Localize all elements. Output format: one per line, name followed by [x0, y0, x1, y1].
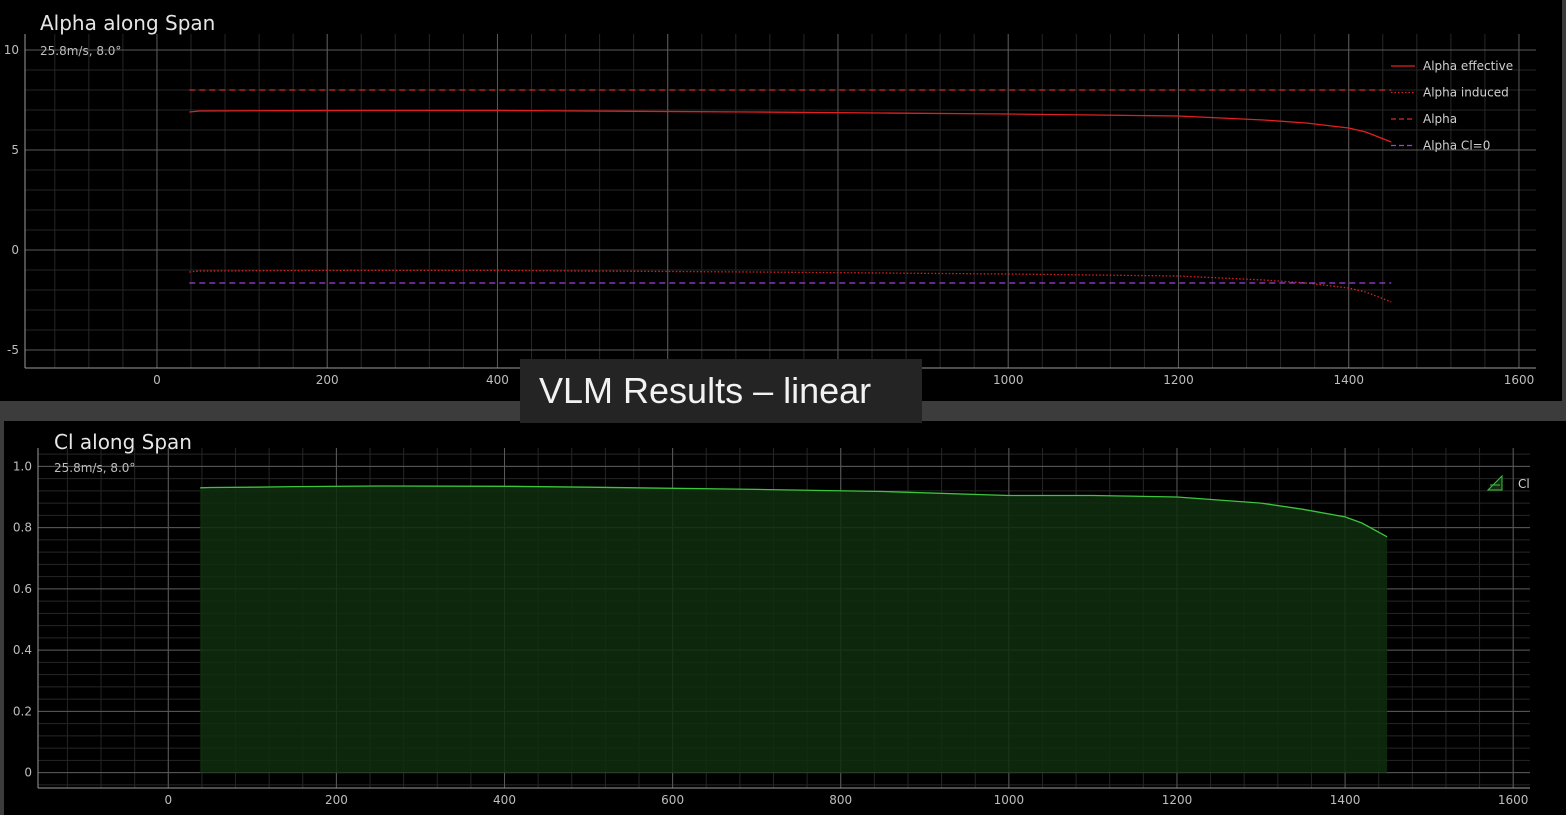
cl-cl-area-fill: [200, 486, 1388, 773]
alpha-x-tick-label: 1400: [1333, 373, 1364, 387]
cl-y-tick-label: 0.6: [13, 582, 32, 596]
cl-chart-title: Cl along Span: [54, 430, 192, 454]
cl-x-tick-label: 400: [493, 793, 516, 807]
alpha-y-tick-label: 5: [11, 143, 19, 157]
cl-chart: 0 200 400 600 800 1000 1200 1400 1600 0 0.2 0.4 0.6 0…: [13, 448, 1530, 807]
alpha-x-tick-label: 0: [153, 373, 161, 387]
cl-y-tick-label: 0.2: [13, 704, 32, 718]
cl-cl-legend-label: Cl: [1518, 477, 1530, 491]
alpha-x-tick-label: 1000: [993, 373, 1024, 387]
alpha-chart-subtitle: 25.8m/s, 8.0°: [40, 44, 122, 58]
cl-y-tick-label: 0: [24, 766, 32, 780]
cl-y-tick-label: 1.0: [13, 459, 32, 473]
cl-x-tick-label: 600: [661, 793, 684, 807]
alpha-x-tick-label: 200: [316, 373, 339, 387]
alpha-alpha-induced-legend-label: Alpha induced: [1423, 86, 1509, 100]
cl-x-tick-label: 1000: [994, 793, 1025, 807]
alpha-alpha-effective-line: [189, 109, 1392, 143]
alpha-alpha-induced-line: [189, 269, 1392, 303]
alpha-chart-panel: 02004006008001000120014001600-50510Alpha…: [0, 0, 1562, 401]
alpha-x-tick-label: 400: [486, 373, 509, 387]
alpha-y-tick-label: 10: [4, 43, 19, 57]
cl-chart-subtitle: 25.8m/s, 8.0°: [54, 461, 136, 475]
alpha-alpha-cl-0-legend-label: Alpha Cl=0: [1423, 139, 1490, 153]
cl-chart-panel: 0 200 400 600 800 1000 1200 1400 1600 0 0.2 0.4 0.6 0…: [4, 421, 1566, 815]
cl-cl-line: [200, 485, 1388, 538]
alpha-chart-title: Alpha along Span: [40, 11, 216, 35]
cl-x-tick-label: 0: [164, 793, 172, 807]
cl-x-tick-label: 1400: [1330, 793, 1361, 807]
cl-x-tick-label: 800: [829, 793, 852, 807]
cl-x-tick-label: 200: [325, 793, 348, 807]
alpha-x-tick-label: 1600: [1504, 373, 1535, 387]
cl-x-tick-label: 1200: [1162, 793, 1193, 807]
alpha-alpha-legend-label: Alpha: [1423, 112, 1457, 126]
cl-y-tick-label: 0.8: [13, 521, 32, 535]
cl-cl-legend-swatch: [1486, 474, 1503, 491]
cl-x-tick-label: 1600: [1498, 793, 1529, 807]
alpha-chart: 02004006008001000120014001600-50510Alpha…: [4, 34, 1536, 387]
alpha-alpha-effective-legend-label: Alpha effective: [1423, 59, 1513, 73]
cl-y-tick-label: 0.4: [13, 643, 32, 657]
alpha-y-tick-label: 0: [11, 243, 19, 257]
overlay-banner: VLM Results – linear: [520, 359, 922, 423]
alpha-x-tick-label: 1200: [1163, 373, 1194, 387]
alpha-y-tick-label: -5: [7, 343, 19, 357]
